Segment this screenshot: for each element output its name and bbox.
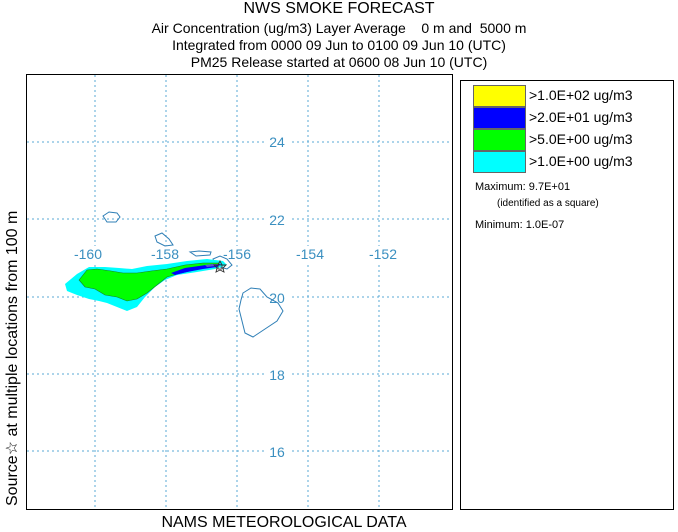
star-icon <box>212 259 228 273</box>
legend-swatch-1 <box>473 85 526 107</box>
lat-label-18: 18 <box>269 367 285 383</box>
smoke-plume <box>65 259 227 311</box>
concentration-subtitle: Air Concentration (ug/m3) Layer Average … <box>151 20 527 36</box>
legend-minimum: Minimum: 1.0E-07 <box>475 219 565 231</box>
lat-label-20: 20 <box>269 290 285 306</box>
molokai-outline <box>188 250 212 257</box>
concentration-legend: >1.0E+02 ug/m3 >2.0E+01 ug/m3 >5.0E+00 u… <box>460 80 674 510</box>
legend-maximum: Maximum: 9.7E+01 <box>475 181 571 193</box>
legend-label-2: >2.0E+01 ug/m3 <box>529 109 633 125</box>
smoke-map-svg: -160 -158 -156 -154 -152 24 22 20 18 16 <box>27 75 452 509</box>
maximum-square-icon <box>217 264 223 270</box>
source-side-label-container: Source☆ at multiple locations from 100 m <box>0 74 22 510</box>
legend-label-1: >1.0E+02 ug/m3 <box>529 87 633 103</box>
legend-level-3: >5.0E+00 ug/m3 <box>473 129 673 151</box>
big-island-outline <box>238 287 284 338</box>
legend-maximum-note: (identified as a square) <box>497 198 599 209</box>
source-markers <box>212 259 228 273</box>
lat-label-16: 16 <box>269 444 285 460</box>
legend-label-4: >1.0E+00 ug/m3 <box>529 153 633 169</box>
legend-label-3: >5.0E+00 ug/m3 <box>529 131 633 147</box>
smoke-map-panel: -160 -158 -156 -154 -152 24 22 20 18 16 <box>26 74 453 510</box>
legend-swatch-3 <box>473 129 526 151</box>
lat-label-22: 22 <box>269 212 285 228</box>
meteorological-data-label: NAMS METEOROLOGICAL DATA <box>161 514 407 531</box>
legend-level-1: >1.0E+02 ug/m3 <box>473 85 673 107</box>
release-start: PM25 Release started at 0600 08 Jun 10 (… <box>190 54 488 70</box>
legend-swatch-2 <box>473 107 526 129</box>
lon-label-154: -154 <box>296 246 324 262</box>
source-side-label: Source☆ at multiple locations from 100 m <box>4 210 21 506</box>
legend-swatch-4 <box>473 151 526 173</box>
lon-label-156: -156 <box>223 246 251 262</box>
legend-level-2: >2.0E+01 ug/m3 <box>473 107 673 129</box>
legend-level-4: >1.0E+00 ug/m3 <box>473 151 673 173</box>
oahu-outline <box>154 232 174 247</box>
lon-label-160: -160 <box>74 246 102 262</box>
kauai-outline <box>102 211 121 223</box>
lon-label-152: -152 <box>369 246 397 262</box>
forecast-title: NWS SMOKE FORECAST <box>243 0 435 17</box>
integration-period: Integrated from 0000 09 Jun to 0100 09 J… <box>172 37 506 53</box>
lon-label-158: -158 <box>151 246 179 262</box>
lat-label-24: 24 <box>269 134 285 150</box>
